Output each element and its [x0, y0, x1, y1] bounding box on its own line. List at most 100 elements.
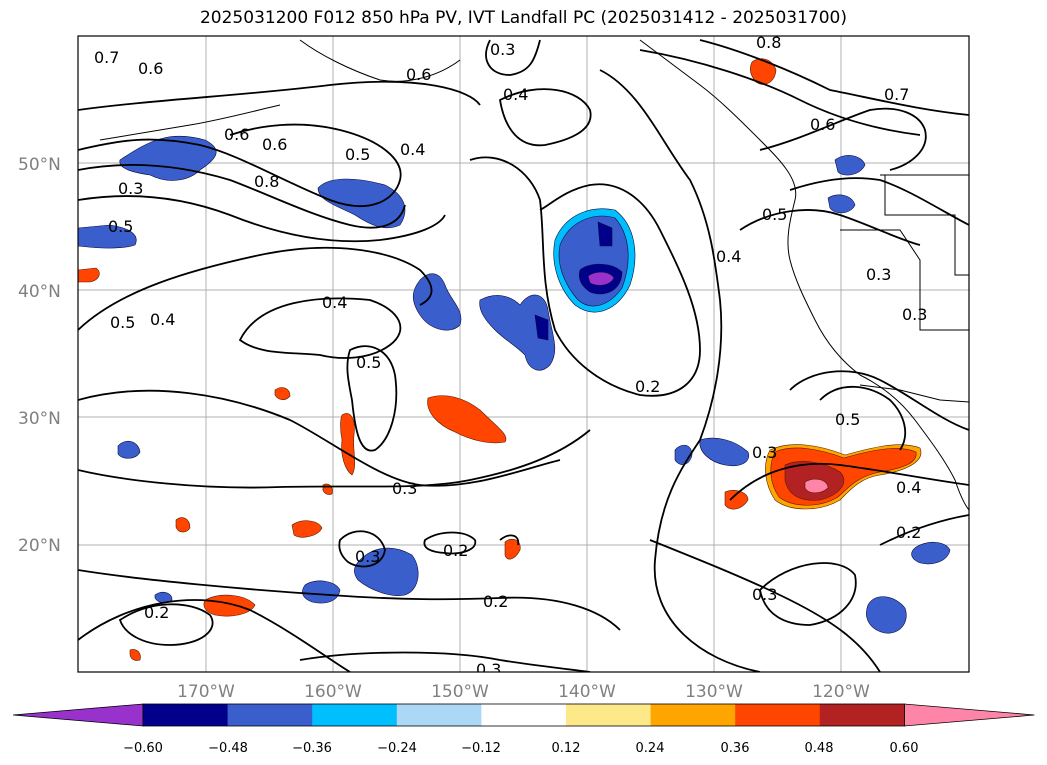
contour-line [599, 69, 761, 672]
lat-label: 40°N [18, 282, 61, 302]
longitude-labels: 170°W 160°W 150°W 140°W 130°W 120°W [177, 682, 870, 702]
pv-blob-negative [354, 547, 419, 596]
contour-line [499, 534, 520, 546]
contour-line [499, 88, 592, 147]
contour-label: 0.3 [752, 443, 777, 462]
contour-line [238, 297, 402, 359]
colorbar-tick-label: −0.36 [292, 741, 332, 756]
colorbar-tick-label: −0.12 [461, 741, 501, 756]
contour-line [789, 370, 969, 431]
contour-label: 0.2 [635, 377, 660, 396]
pv-blob-positive [274, 387, 291, 400]
contour-line [699, 39, 969, 116]
pv-blob-negative [154, 591, 173, 604]
colorbar-tick-label: −0.24 [377, 741, 417, 756]
lon-label: 130°W [685, 682, 743, 702]
pv-blob-negative [302, 580, 341, 604]
gridlines [78, 36, 969, 672]
contour-label: 0.2 [896, 523, 921, 542]
colorbar-tick-label: −0.60 [123, 741, 163, 756]
pv-blob-positive [340, 413, 356, 476]
pv-blob-negative [699, 437, 750, 467]
map-title: 2025031200 F012 850 hPa PV, IVT Landfall… [199, 8, 847, 28]
state-border [884, 175, 969, 276]
contour-label: 0.5 [835, 410, 860, 429]
latitude-labels: 50°N 40°N 30°N 20°N [18, 155, 61, 556]
lat-label: 20°N [18, 536, 61, 556]
contour-line [423, 531, 477, 555]
contour-line [739, 209, 921, 246]
contour-line [729, 462, 969, 501]
state-border [840, 229, 969, 331]
contour-label: 0.3 [866, 265, 891, 284]
pv-blob-negative [534, 314, 549, 341]
pv-blob-negative [587, 271, 615, 286]
contour-label: 0.5 [762, 205, 787, 224]
lon-label: 150°W [431, 682, 489, 702]
colorbar-segment [566, 704, 652, 726]
colorbar-segment [396, 704, 482, 726]
lat-label: 50°N [18, 155, 61, 175]
coastlines [99, 39, 969, 511]
pv-blob-positive [291, 520, 323, 538]
contour-labels: 0.7 0.6 0.3 0.6 0.8 0.4 0.7 0.6 0.6 0.5 … [94, 33, 927, 679]
colorbar-tick-label: 0.12 [552, 741, 581, 756]
us-mexico-border [859, 384, 969, 403]
colorbar-tick-label: 0.36 [721, 741, 750, 756]
colorbar-segment [143, 704, 229, 726]
colorbar-extend-min [12, 703, 144, 727]
pv-blob-positive [175, 517, 191, 533]
pv-blob-positive [804, 478, 829, 494]
contour-line [485, 39, 541, 76]
pv-blob-negative [78, 224, 137, 249]
contour-label: 0.8 [756, 33, 781, 52]
contour-label: 0.3 [490, 40, 515, 59]
contour-line [649, 539, 881, 672]
contour-label: 0.3 [355, 547, 380, 566]
contour-label: 0.7 [94, 48, 119, 67]
colorbar-tick-labels: −0.60 −0.48 −0.36 −0.24 −0.12 0.12 0.24 … [123, 741, 918, 756]
contour-label: 0.4 [400, 140, 425, 159]
pv-blob-positive [504, 538, 521, 560]
contour-label: 0.3 [902, 305, 927, 324]
contour-label: 0.2 [483, 592, 508, 611]
pv-blob-negative [479, 294, 556, 371]
contour-line [346, 345, 398, 452]
colorbar-segment [312, 704, 398, 726]
contour-line [879, 514, 969, 546]
contour-line [759, 107, 927, 171]
contour-line [759, 562, 857, 626]
colorbar-segment [735, 704, 821, 726]
aleutian-islands [99, 104, 281, 141]
colorbar-segment [819, 704, 905, 726]
contour-line [78, 599, 351, 672]
contour-label: 0.5 [345, 145, 370, 164]
pv-blob-positive [750, 58, 777, 85]
contour-label: 0.3 [476, 660, 501, 679]
colorbar-tick-label: 0.24 [636, 741, 665, 756]
contour-line [78, 389, 561, 487]
negative-pv-areas [78, 135, 951, 634]
contour-label: 0.3 [752, 585, 777, 604]
pv-blob-positive [427, 395, 507, 444]
contour-line [78, 195, 446, 243]
colorbar-tick-label: 0.60 [890, 741, 919, 756]
map-frame [77, 35, 970, 673]
lon-label: 170°W [177, 682, 235, 702]
pv-blob-positive [78, 267, 100, 283]
lon-label: 140°W [558, 682, 616, 702]
contour-label: 0.4 [896, 478, 921, 497]
contour-line [78, 163, 406, 229]
colorbar-segment [227, 704, 313, 726]
contour-label: 0.2 [144, 603, 169, 622]
contour-line [338, 530, 386, 568]
lat-label: 30°N [18, 409, 61, 429]
contour-label: 0.4 [503, 85, 528, 104]
pv-blob-negative [117, 440, 141, 459]
pv-blob-negative [317, 178, 406, 229]
lon-label: 160°W [304, 682, 362, 702]
contour-line [78, 569, 621, 631]
contour-label: 0.6 [138, 59, 163, 78]
colorbar-extend-max [904, 703, 1035, 727]
